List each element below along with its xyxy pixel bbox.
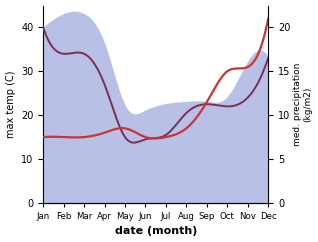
Y-axis label: med. precipitation
(kg/m2): med. precipitation (kg/m2)	[293, 62, 313, 146]
X-axis label: date (month): date (month)	[114, 227, 197, 236]
Y-axis label: max temp (C): max temp (C)	[5, 70, 16, 138]
